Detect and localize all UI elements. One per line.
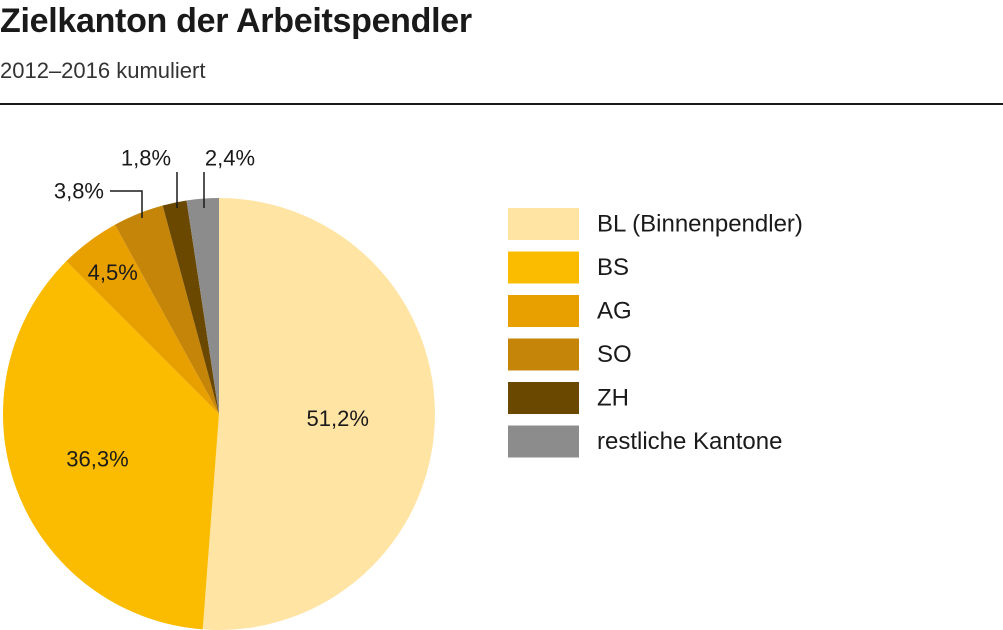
data-label-so: 3,8% [54,179,104,204]
pie-slice-zh [162,200,219,414]
legend-swatch-bl-binnenpendler [508,208,579,240]
legend-item-so: SO [508,338,632,371]
legend-swatch-zh [508,382,579,414]
legend-label-ag: AG [597,298,632,325]
legend-item-ag: AG [508,295,632,327]
legend-label-bl-binnenpendler: BL (Binnenpendler) [597,211,803,238]
label-leader-lines [110,172,205,218]
pie-labels: 51,2% 36,3% 4,5% 3,8% 1,8% 2,4% [54,146,369,472]
chart-title: Zielkanton der Arbeitspendler [0,2,472,40]
legend-item-zh: ZH [508,382,629,414]
legend-label-zh: ZH [597,385,629,412]
chart-subtitle: 2012–2016 kumuliert [0,58,206,83]
pie-slice-so [114,205,219,414]
legend-item-bs: BS [508,251,629,284]
legend-label-restliche-kantone: restliche Kantone [597,428,782,455]
data-label-bs: 36,3% [66,447,128,472]
data-label-ag: 4,5% [88,260,138,285]
legend-swatch-so [508,338,579,371]
pie-slice-bl-binnenpendler [202,198,435,630]
legend-swatch-bs [508,251,579,284]
leader-line-so [110,190,143,218]
legend-swatch-restliche-kantone [508,425,579,458]
pie-slice-restliche-kantone [186,198,219,414]
data-label-zh: 1,8% [121,146,171,171]
chart-legend: BL (Binnenpendler) BS AG SO ZH restliche Kant… [508,208,803,458]
data-label-restliche-kantone: 2,4% [205,146,255,171]
pie-slice-bs [2,261,220,630]
data-label-bl-binnenpendler: 51,2% [307,406,369,431]
header-divider [0,103,1003,105]
legend-label-bs: BS [597,254,629,281]
legend-item-bl-binnenpendler: BL (Binnenpendler) [508,208,803,240]
pie-slices [2,198,435,630]
pie-slice-ag [66,224,219,414]
legend-item-restliche-kantone: restliche Kantone [508,425,782,458]
legend-swatch-ag [508,295,579,327]
legend-label-so: SO [597,341,632,368]
